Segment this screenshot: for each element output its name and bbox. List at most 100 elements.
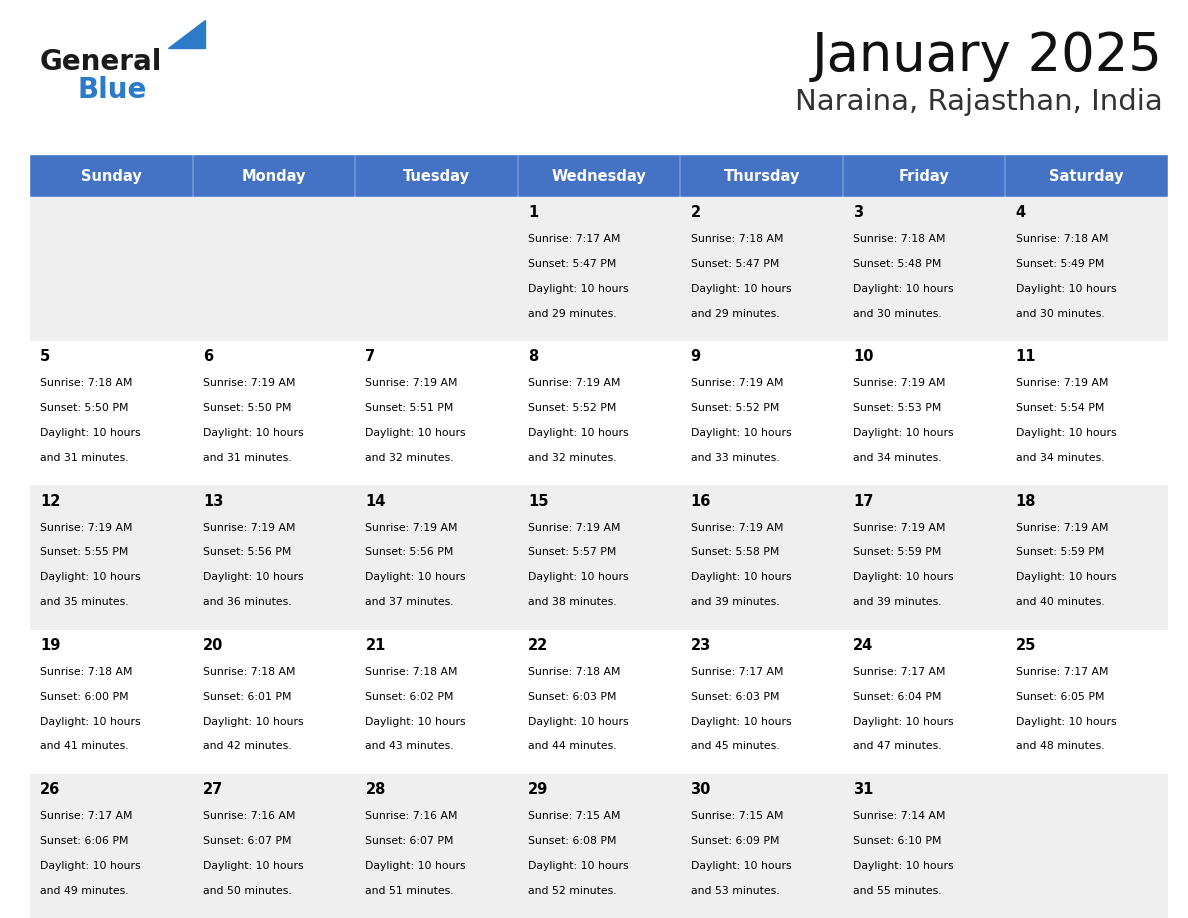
Text: 24: 24	[853, 638, 873, 653]
Text: Sunrise: 7:17 AM: Sunrise: 7:17 AM	[853, 666, 946, 677]
Text: 26: 26	[40, 782, 61, 797]
Text: Daylight: 10 hours: Daylight: 10 hours	[690, 284, 791, 294]
Text: and 32 minutes.: and 32 minutes.	[527, 453, 617, 463]
Text: and 53 minutes.: and 53 minutes.	[690, 886, 779, 896]
Text: Thursday: Thursday	[723, 169, 800, 184]
Text: and 30 minutes.: and 30 minutes.	[853, 308, 942, 319]
Text: Sunset: 5:49 PM: Sunset: 5:49 PM	[1016, 259, 1104, 269]
Text: Sunrise: 7:18 AM: Sunrise: 7:18 AM	[203, 666, 296, 677]
Text: and 41 minutes.: and 41 minutes.	[40, 742, 128, 752]
Text: Sunrise: 7:18 AM: Sunrise: 7:18 AM	[366, 666, 457, 677]
Text: Daylight: 10 hours: Daylight: 10 hours	[203, 717, 303, 726]
Text: and 31 minutes.: and 31 minutes.	[40, 453, 128, 463]
Text: Sunrise: 7:17 AM: Sunrise: 7:17 AM	[690, 666, 783, 677]
Text: 12: 12	[40, 494, 61, 509]
Text: Daylight: 10 hours: Daylight: 10 hours	[203, 572, 303, 582]
Text: Sunset: 5:57 PM: Sunset: 5:57 PM	[527, 547, 617, 557]
Text: and 32 minutes.: and 32 minutes.	[366, 453, 454, 463]
Text: Daylight: 10 hours: Daylight: 10 hours	[1016, 717, 1117, 726]
Text: Daylight: 10 hours: Daylight: 10 hours	[853, 572, 954, 582]
Text: 20: 20	[203, 638, 223, 653]
Text: Sunset: 6:04 PM: Sunset: 6:04 PM	[853, 691, 942, 701]
Text: and 48 minutes.: and 48 minutes.	[1016, 742, 1105, 752]
Text: Daylight: 10 hours: Daylight: 10 hours	[853, 284, 954, 294]
Text: Sunrise: 7:18 AM: Sunrise: 7:18 AM	[853, 234, 946, 244]
Text: 30: 30	[690, 782, 710, 797]
Text: Sunset: 5:50 PM: Sunset: 5:50 PM	[203, 403, 291, 413]
Text: Sunset: 6:05 PM: Sunset: 6:05 PM	[1016, 691, 1104, 701]
Text: and 34 minutes.: and 34 minutes.	[853, 453, 942, 463]
Text: Naraina, Rajasthan, India: Naraina, Rajasthan, India	[795, 88, 1163, 116]
Text: Sunrise: 7:18 AM: Sunrise: 7:18 AM	[40, 378, 133, 388]
Text: and 50 minutes.: and 50 minutes.	[203, 886, 291, 896]
Text: Sunrise: 7:17 AM: Sunrise: 7:17 AM	[1016, 666, 1108, 677]
Text: Sunrise: 7:19 AM: Sunrise: 7:19 AM	[690, 378, 783, 388]
Text: General: General	[40, 48, 163, 76]
Text: Sunset: 6:08 PM: Sunset: 6:08 PM	[527, 836, 617, 845]
Text: and 39 minutes.: and 39 minutes.	[853, 598, 942, 607]
Text: Sunrise: 7:15 AM: Sunrise: 7:15 AM	[690, 811, 783, 821]
Text: and 45 minutes.: and 45 minutes.	[690, 742, 779, 752]
Text: Sunrise: 7:19 AM: Sunrise: 7:19 AM	[40, 522, 133, 532]
Text: 25: 25	[1016, 638, 1036, 653]
Text: Sunrise: 7:19 AM: Sunrise: 7:19 AM	[203, 378, 296, 388]
Text: Sunrise: 7:19 AM: Sunrise: 7:19 AM	[366, 378, 457, 388]
Text: 19: 19	[40, 638, 61, 653]
Text: 8: 8	[527, 350, 538, 364]
Text: Sunrise: 7:18 AM: Sunrise: 7:18 AM	[527, 666, 620, 677]
Text: and 30 minutes.: and 30 minutes.	[1016, 308, 1105, 319]
Text: 23: 23	[690, 638, 710, 653]
Text: 22: 22	[527, 638, 548, 653]
Text: Sunset: 6:03 PM: Sunset: 6:03 PM	[690, 691, 779, 701]
Text: Sunset: 5:47 PM: Sunset: 5:47 PM	[690, 259, 779, 269]
Text: Daylight: 10 hours: Daylight: 10 hours	[527, 572, 628, 582]
Text: Sunrise: 7:18 AM: Sunrise: 7:18 AM	[40, 666, 133, 677]
Text: Sunset: 6:07 PM: Sunset: 6:07 PM	[366, 836, 454, 845]
Text: and 43 minutes.: and 43 minutes.	[366, 742, 454, 752]
Text: Sunrise: 7:19 AM: Sunrise: 7:19 AM	[690, 522, 783, 532]
Text: Sunset: 5:55 PM: Sunset: 5:55 PM	[40, 547, 128, 557]
Text: Daylight: 10 hours: Daylight: 10 hours	[1016, 572, 1117, 582]
Text: 1: 1	[527, 205, 538, 220]
Text: Sunrise: 7:19 AM: Sunrise: 7:19 AM	[366, 522, 457, 532]
Text: Daylight: 10 hours: Daylight: 10 hours	[527, 428, 628, 438]
Text: and 29 minutes.: and 29 minutes.	[527, 308, 617, 319]
Text: Sunset: 5:53 PM: Sunset: 5:53 PM	[853, 403, 942, 413]
Text: Sunset: 5:51 PM: Sunset: 5:51 PM	[366, 403, 454, 413]
Text: Tuesday: Tuesday	[403, 169, 470, 184]
Text: Sunrise: 7:19 AM: Sunrise: 7:19 AM	[203, 522, 296, 532]
Text: 29: 29	[527, 782, 548, 797]
Text: 10: 10	[853, 350, 873, 364]
Text: 6: 6	[203, 350, 213, 364]
Text: Sunset: 5:54 PM: Sunset: 5:54 PM	[1016, 403, 1104, 413]
Text: Sunset: 6:01 PM: Sunset: 6:01 PM	[203, 691, 291, 701]
Text: Daylight: 10 hours: Daylight: 10 hours	[527, 861, 628, 870]
Text: Daylight: 10 hours: Daylight: 10 hours	[40, 428, 141, 438]
Text: Sunset: 5:52 PM: Sunset: 5:52 PM	[527, 403, 617, 413]
Text: Daylight: 10 hours: Daylight: 10 hours	[853, 717, 954, 726]
Text: Sunrise: 7:15 AM: Sunrise: 7:15 AM	[527, 811, 620, 821]
Text: Sunset: 6:09 PM: Sunset: 6:09 PM	[690, 836, 779, 845]
Text: and 49 minutes.: and 49 minutes.	[40, 886, 128, 896]
Text: Sunrise: 7:19 AM: Sunrise: 7:19 AM	[1016, 378, 1108, 388]
Text: Daylight: 10 hours: Daylight: 10 hours	[690, 572, 791, 582]
Text: Sunset: 6:10 PM: Sunset: 6:10 PM	[853, 836, 942, 845]
Text: Sunrise: 7:19 AM: Sunrise: 7:19 AM	[853, 522, 946, 532]
Text: Sunset: 5:56 PM: Sunset: 5:56 PM	[366, 547, 454, 557]
Text: Blue: Blue	[78, 76, 147, 104]
Text: 15: 15	[527, 494, 549, 509]
Text: Daylight: 10 hours: Daylight: 10 hours	[690, 861, 791, 870]
Text: Daylight: 10 hours: Daylight: 10 hours	[690, 428, 791, 438]
Text: and 42 minutes.: and 42 minutes.	[203, 742, 291, 752]
Text: 17: 17	[853, 494, 873, 509]
Text: 21: 21	[366, 638, 386, 653]
Text: and 55 minutes.: and 55 minutes.	[853, 886, 942, 896]
Text: Sunrise: 7:18 AM: Sunrise: 7:18 AM	[1016, 234, 1108, 244]
Text: Sunset: 6:03 PM: Sunset: 6:03 PM	[527, 691, 617, 701]
Text: Sunset: 5:50 PM: Sunset: 5:50 PM	[40, 403, 128, 413]
Text: and 44 minutes.: and 44 minutes.	[527, 742, 617, 752]
Text: and 47 minutes.: and 47 minutes.	[853, 742, 942, 752]
Text: Sunday: Sunday	[81, 169, 141, 184]
Text: Sunset: 5:48 PM: Sunset: 5:48 PM	[853, 259, 942, 269]
Text: Daylight: 10 hours: Daylight: 10 hours	[40, 717, 141, 726]
